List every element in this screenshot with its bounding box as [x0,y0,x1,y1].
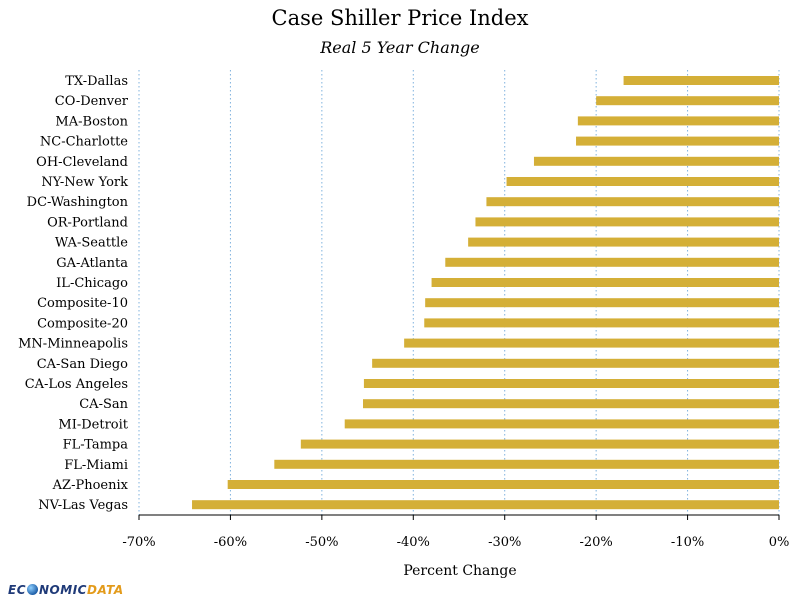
category-label: OR-Portland [47,215,128,230]
economicdata-logo: EC NOMICDATA [8,583,124,597]
category-label: CA-Los Angeles [25,377,128,392]
chart-title: Case Shiller Price Index [271,6,529,30]
category-label: OH-Cleveland [36,155,128,170]
bar [363,379,779,388]
bar [577,116,779,126]
x-tick-label: -20% [579,535,612,550]
category-label: CA-San Diego [37,357,128,372]
x-axis-label: Percent Change [403,563,517,579]
category-label: TX-Dallas [65,74,128,89]
bar [533,156,779,166]
category-label: NV-Las Vegas [38,498,128,513]
bar [425,298,779,308]
bar [404,338,779,348]
category-label: FL-Miami [64,458,128,473]
bar [486,197,779,207]
bar [623,76,779,85]
category-label: Composite-10 [37,296,128,311]
category-label: FL-Tampa [63,438,129,453]
bar [431,278,779,287]
x-tick-label: -70% [122,535,155,550]
category-label: CA-San [79,397,128,412]
chart-subtitle: Real 5 Year Change [320,38,480,57]
category-label: IL-Chicago [56,276,128,291]
category-label: DC-Washington [27,195,129,210]
category-label: Composite-20 [37,316,128,331]
category-label: AZ-Phoenix [52,478,129,493]
category-label: MN-Minneapolis [18,337,128,352]
bar [475,217,779,227]
bar [468,237,779,247]
bar [424,318,779,328]
bar [344,419,779,429]
logo-text-accent: DATA [86,583,124,597]
bar [445,257,779,267]
bar [274,459,779,469]
x-tick-label: -40% [397,535,430,550]
category-label: MI-Detroit [58,417,128,432]
bar [363,399,779,409]
globe-icon [27,584,39,595]
x-tick-label: -30% [488,535,521,550]
category-label: NY-New York [41,175,128,190]
bar [372,358,779,368]
x-tick-label: -10% [671,535,704,550]
x-tick-label: -60% [214,535,247,550]
logo-text-middle: NOMIC [39,583,87,597]
category-label: CO-Denver [55,94,129,109]
bar [227,480,779,489]
bar [506,177,779,186]
bar [576,136,779,146]
category-label: WA-Seattle [55,236,128,251]
bar [300,439,779,449]
bar [192,500,779,510]
category-label: NC-Charlotte [40,135,128,150]
bar [596,96,779,106]
logo-text-start: EC [8,583,27,597]
category-label: MA-Boston [55,114,128,129]
x-tick-label: -50% [305,535,338,550]
category-label: GA-Atlanta [56,256,128,271]
x-tick-label: 0% [769,535,790,550]
